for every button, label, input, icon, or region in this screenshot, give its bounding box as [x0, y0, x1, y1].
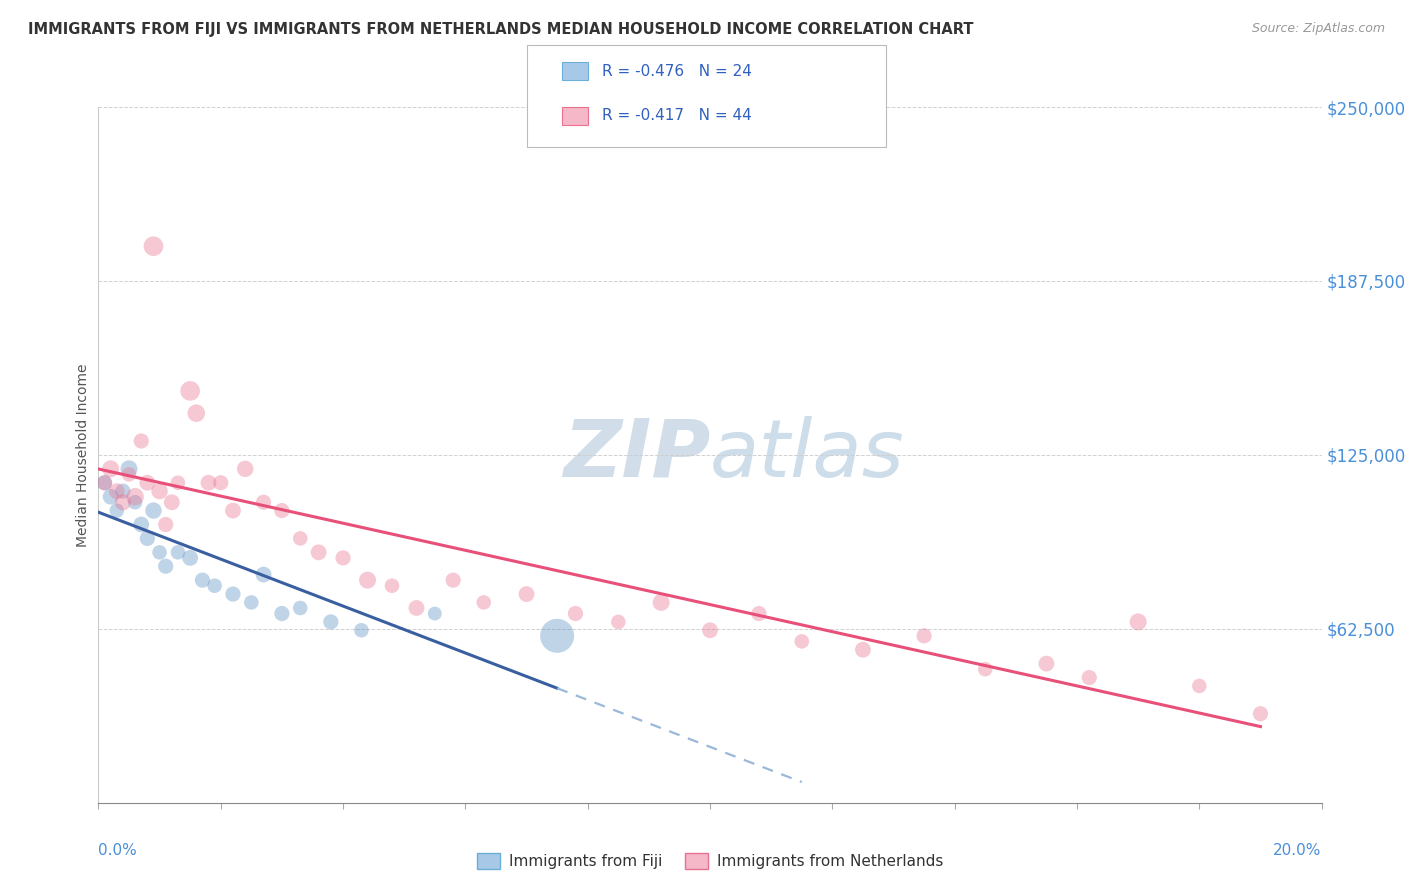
FancyBboxPatch shape: [562, 62, 588, 80]
Point: [160, 495, 183, 509]
Point: [1128, 615, 1150, 629]
Point: [516, 587, 538, 601]
Point: [974, 662, 997, 676]
Point: [93, 475, 115, 490]
Point: [222, 503, 245, 517]
Point: [270, 503, 292, 517]
Point: [790, 634, 813, 648]
Point: [167, 475, 190, 490]
Point: [149, 545, 172, 559]
Point: [650, 595, 672, 609]
Point: [191, 573, 214, 587]
Point: [111, 484, 134, 499]
Point: [319, 615, 342, 629]
Point: [699, 624, 721, 638]
Point: [290, 601, 312, 615]
Point: [564, 607, 586, 621]
Text: atlas: atlas: [710, 416, 905, 494]
Point: [136, 475, 159, 490]
Point: [852, 642, 875, 657]
Point: [356, 573, 378, 587]
Point: [100, 490, 122, 504]
Point: [204, 579, 226, 593]
Point: [105, 484, 128, 499]
Text: ZIP: ZIP: [562, 416, 710, 494]
Point: [118, 462, 141, 476]
Point: [546, 629, 568, 643]
Text: 0.0%: 0.0%: [98, 843, 138, 858]
Text: R = -0.476   N = 24: R = -0.476 N = 24: [602, 64, 752, 78]
Point: [233, 462, 256, 476]
Text: IMMIGRANTS FROM FIJI VS IMMIGRANTS FROM NETHERLANDS MEDIAN HOUSEHOLD INCOME CORR: IMMIGRANTS FROM FIJI VS IMMIGRANTS FROM …: [28, 22, 973, 37]
Point: [105, 503, 128, 517]
Point: [100, 462, 122, 476]
Point: [179, 384, 201, 398]
Point: [308, 545, 330, 559]
Point: [118, 467, 141, 482]
Point: [186, 406, 208, 420]
Point: [441, 573, 464, 587]
FancyBboxPatch shape: [562, 107, 588, 125]
Point: [270, 607, 292, 621]
Text: 20.0%: 20.0%: [1274, 843, 1322, 858]
Point: [124, 490, 146, 504]
Y-axis label: Median Household Income: Median Household Income: [76, 363, 90, 547]
Point: [405, 601, 427, 615]
Point: [252, 567, 274, 582]
Point: [240, 595, 263, 609]
FancyBboxPatch shape: [527, 45, 886, 147]
Point: [1035, 657, 1057, 671]
Point: [748, 607, 770, 621]
Point: [179, 550, 201, 565]
Point: [142, 503, 165, 517]
Point: [912, 629, 935, 643]
Point: [167, 545, 190, 559]
Point: [423, 607, 446, 621]
Point: [93, 475, 115, 490]
Point: [381, 579, 404, 593]
Point: [129, 434, 152, 448]
Legend: Immigrants from Fiji, Immigrants from Netherlands: Immigrants from Fiji, Immigrants from Ne…: [471, 847, 949, 875]
Point: [222, 587, 245, 601]
Text: R = -0.417   N = 44: R = -0.417 N = 44: [602, 109, 752, 123]
Point: [155, 517, 177, 532]
Point: [1188, 679, 1211, 693]
Point: [197, 475, 219, 490]
Point: [290, 532, 312, 546]
Point: [111, 495, 134, 509]
Point: [350, 624, 373, 638]
Point: [607, 615, 630, 629]
Text: Source: ZipAtlas.com: Source: ZipAtlas.com: [1251, 22, 1385, 36]
Point: [1078, 671, 1101, 685]
Point: [142, 239, 165, 253]
Point: [472, 595, 495, 609]
Point: [129, 517, 152, 532]
Point: [252, 495, 274, 509]
Point: [149, 484, 172, 499]
Point: [124, 495, 146, 509]
Point: [1249, 706, 1271, 721]
Point: [155, 559, 177, 574]
Point: [136, 532, 159, 546]
Point: [332, 550, 354, 565]
Point: [209, 475, 232, 490]
